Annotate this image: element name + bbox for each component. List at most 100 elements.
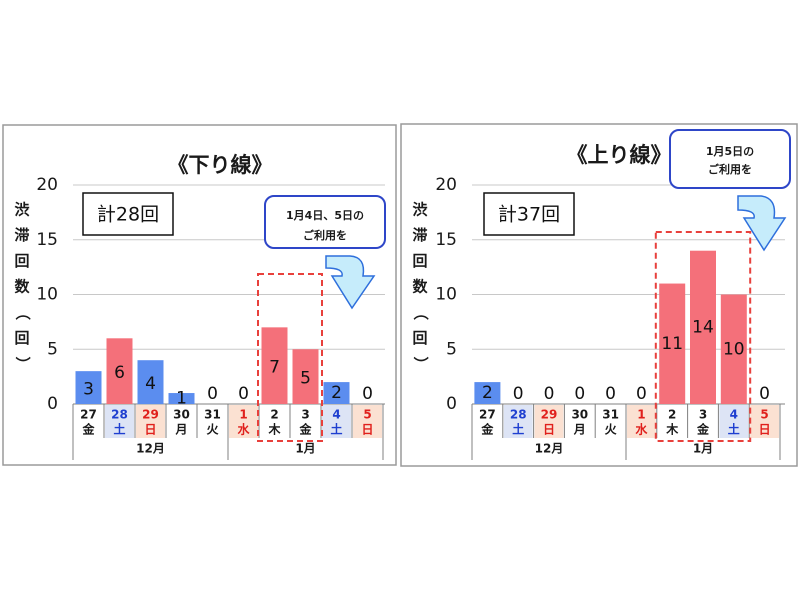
y-axis-label-char: 回	[412, 252, 427, 270]
x-tick-day: 2	[668, 408, 676, 422]
x-tick-weekday: 水	[635, 422, 648, 437]
bar	[75, 371, 102, 404]
x-month-label: 12月	[535, 442, 564, 456]
bar-value-label: 14	[692, 317, 714, 337]
x-tick-day: 3	[301, 408, 309, 422]
x-tick-weekday: 日	[144, 423, 156, 437]
x-tick-day: 1	[239, 408, 247, 422]
x-category-cell	[105, 405, 134, 438]
y-axis-label-char: 滞	[412, 226, 427, 244]
x-tick-weekday: 月	[573, 423, 586, 437]
x-tick-weekday: 木	[665, 422, 679, 437]
bar-value-label: 2	[331, 383, 342, 403]
bar	[292, 349, 319, 404]
callout-text: ご利用を	[708, 162, 752, 176]
bar-value-label: 0	[605, 384, 616, 404]
bar	[137, 360, 164, 404]
y-axis-label-char: 回	[14, 329, 29, 347]
highlight-box	[654, 231, 752, 442]
x-tick-weekday: 日	[759, 423, 771, 437]
bar	[323, 382, 350, 404]
x-tick-weekday: 月	[174, 423, 187, 437]
y-tick-label: 15	[435, 230, 457, 250]
callout-text: ご利用を	[303, 228, 347, 242]
chart-title: 《上り線》	[567, 143, 672, 167]
y-axis-label-char: 数	[14, 278, 30, 296]
total-count: 計28回	[97, 204, 159, 226]
x-category-cell	[353, 405, 382, 438]
x-tick-weekday: 日	[361, 423, 373, 437]
bar-value-label: 3	[83, 380, 94, 400]
x-tick-weekday: 金	[81, 422, 95, 437]
x-category-cell	[503, 405, 533, 438]
x-tick-weekday: 水	[237, 422, 250, 437]
x-month-label: 12月	[136, 442, 165, 456]
x-tick-day: 29	[142, 408, 159, 422]
bar-value-label: 4	[145, 374, 156, 394]
bar-value-label: 0	[362, 384, 373, 404]
y-axis-label-char: 渋	[14, 201, 29, 219]
x-tick-day: 27	[80, 408, 97, 422]
x-tick-day: 29	[541, 408, 558, 422]
x-tick-weekday: 土	[512, 422, 524, 437]
x-tick-weekday: 金	[480, 422, 494, 437]
x-tick-day: 30	[571, 408, 588, 422]
total-box	[483, 192, 575, 236]
x-tick-weekday: 日	[543, 423, 555, 437]
y-tick-label: 0	[446, 394, 457, 414]
x-tick-day: 27	[479, 408, 496, 422]
y-axis-label-char: 数	[412, 278, 428, 296]
chart-panel-outbound: 《下り線》渋滞回数（回）0510152027金28土29日30月31火1水2木3…	[2, 124, 397, 466]
x-tick-weekday: 火	[206, 423, 219, 437]
x-month-label: 1月	[693, 442, 713, 456]
x-category-cell	[719, 405, 749, 438]
x-tick-weekday: 木	[267, 422, 281, 437]
bar-value-label: 7	[269, 358, 280, 378]
bar-value-label: 5	[300, 369, 311, 389]
bar-value-label: 0	[238, 384, 249, 404]
y-axis-label-char: （	[412, 305, 430, 320]
x-tick-day: 28	[111, 408, 128, 422]
bar	[720, 294, 747, 404]
bar-value-label: 0	[207, 384, 218, 404]
bar-value-label: 0	[759, 384, 770, 404]
x-tick-weekday: 土	[113, 422, 125, 437]
x-tick-weekday: 土	[330, 422, 342, 437]
x-tick-day: 3	[699, 408, 707, 422]
chart-panel-inbound: 《上り線》渋滞回数（回）0510152027金28土29日30月31火1水2木3…	[400, 123, 798, 467]
callout-arrow	[737, 195, 787, 252]
x-month-label: 1月	[295, 442, 315, 456]
y-tick-label: 5	[446, 339, 457, 359]
x-tick-weekday: 金	[696, 422, 710, 437]
total-count: 計37回	[498, 204, 560, 226]
x-tick-weekday: 火	[605, 423, 618, 437]
x-category-cell	[750, 405, 779, 438]
bar-value-label: 0	[636, 384, 647, 404]
y-axis-label-char: 回	[412, 329, 427, 347]
x-tick-day: 4	[332, 408, 340, 422]
callout-box	[669, 129, 791, 189]
y-axis-label-char: 滞	[14, 226, 29, 244]
callout-arrow	[325, 255, 376, 310]
callout-text: 1月4日、5日の	[286, 209, 364, 222]
x-tick-weekday: 土	[728, 422, 740, 437]
x-category-cell	[322, 405, 351, 438]
x-tick-day: 2	[270, 408, 278, 422]
bar	[261, 327, 288, 404]
bar-value-label: 11	[661, 334, 683, 354]
bar	[659, 283, 686, 404]
y-tick-label: 15	[36, 230, 58, 250]
x-tick-day: 30	[173, 408, 190, 422]
y-axis-label-char: 渋	[412, 201, 427, 219]
bar-value-label: 1	[176, 389, 187, 409]
x-tick-weekday: 金	[298, 422, 312, 437]
y-tick-label: 20	[36, 175, 58, 195]
x-tick-day: 1	[637, 408, 645, 422]
bar	[474, 382, 501, 404]
bar	[690, 250, 716, 404]
chart-title: 《下り線》	[168, 153, 273, 177]
y-tick-label: 20	[435, 175, 457, 195]
bar-value-label: 6	[114, 363, 125, 383]
x-category-cell	[627, 405, 656, 438]
bar	[106, 338, 133, 404]
